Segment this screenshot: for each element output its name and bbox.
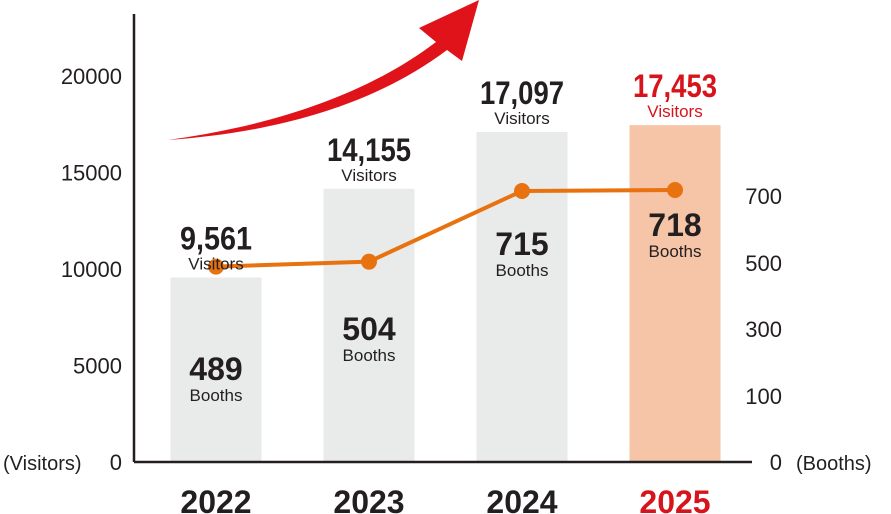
right-axis-label: (Booths) <box>796 453 872 475</box>
left-tick-label: 15000 <box>61 161 122 186</box>
booths-point-2025 <box>667 181 683 198</box>
bar-2023 <box>323 188 415 462</box>
right-tick-label: 700 <box>745 184 782 209</box>
booths-value-label: 715 <box>495 226 548 262</box>
visitors-value-label: 17,097 <box>480 75 564 111</box>
booths-point-2023 <box>361 253 377 270</box>
right-tick-label: 300 <box>745 317 782 342</box>
left-tick-label: 20000 <box>61 64 122 89</box>
booths-value-label: 489 <box>189 351 242 387</box>
booths-value-label: 504 <box>342 311 396 347</box>
visitors-unit-label: Visitors <box>188 254 243 273</box>
bar-2025 <box>629 125 721 462</box>
left-tick-label: 0 <box>110 450 122 475</box>
year-label-2024: 2024 <box>486 484 557 514</box>
bar-2022 <box>170 277 262 462</box>
visitors-unit-label: Visitors <box>341 166 396 185</box>
bar-2024 <box>476 132 568 462</box>
visitors-value-label: 9,561 <box>180 220 252 256</box>
booths-unit-label: Booths <box>190 386 243 405</box>
year-label-2023: 2023 <box>333 484 404 514</box>
visitors-unit-label: Visitors <box>494 109 549 128</box>
right-tick-label: 0 <box>770 450 782 475</box>
booths-unit-label: Booths <box>496 261 549 280</box>
visitors-unit-label: Visitors <box>647 102 702 121</box>
visitors-value-label: 17,453 <box>633 68 717 104</box>
booths-unit-label: Booths <box>343 346 396 365</box>
booths-value-label: 718 <box>648 207 701 243</box>
booths-point-2024 <box>514 182 530 199</box>
right-tick-label: 500 <box>745 251 782 276</box>
rising-arrow-icon <box>168 0 479 140</box>
booths-line <box>215 187 676 269</box>
year-label-2022: 2022 <box>180 484 251 514</box>
right-tick-label: 100 <box>745 384 782 409</box>
left-tick-label: 10000 <box>61 257 122 282</box>
left-axis-label: (Visitors) <box>3 453 82 475</box>
year-label-2025: 2025 <box>639 484 710 514</box>
left-tick-label: 5000 <box>73 354 122 379</box>
booths-point-2022 <box>208 258 224 275</box>
booths-unit-label: Booths <box>649 242 702 261</box>
visitors-value-label: 14,155 <box>327 132 411 168</box>
